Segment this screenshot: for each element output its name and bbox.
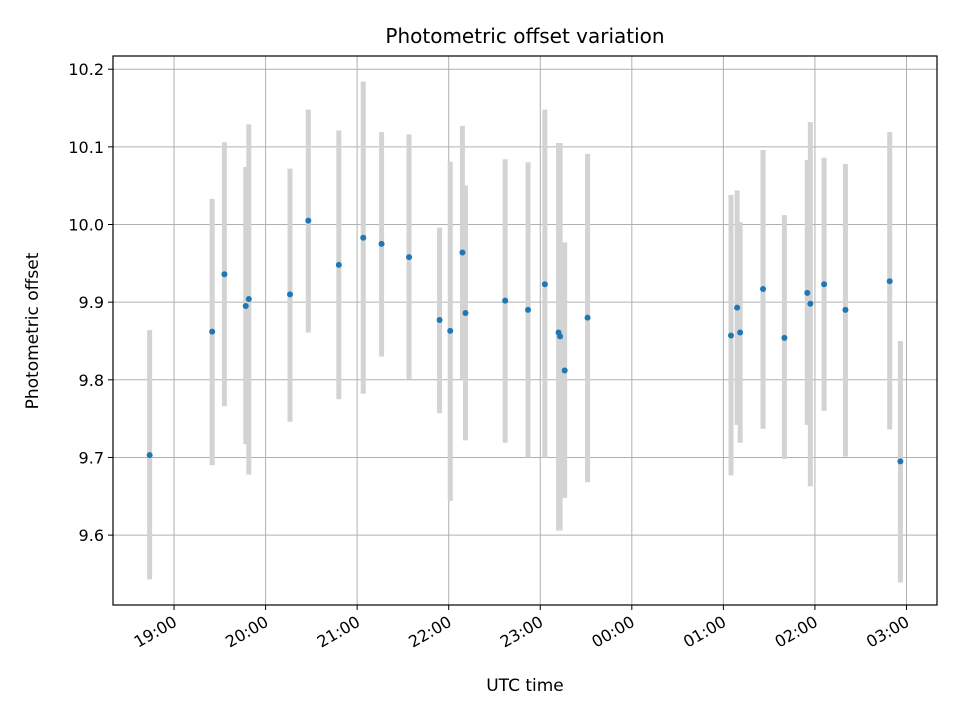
data-point [502, 297, 509, 304]
y-tick-label: 10.0 [68, 216, 104, 235]
data-point [737, 329, 744, 336]
x-axis-label: UTC time [486, 676, 564, 696]
y-axis-ticks: 9.6 9.7 9.8 9.9 10.0 10.1 10.2 [68, 60, 113, 545]
data-point [842, 306, 849, 313]
y-tick-label: 9.8 [79, 371, 104, 390]
data-point [557, 333, 564, 340]
data-point [760, 285, 767, 292]
y-tick-label: 10.1 [68, 138, 104, 157]
data-point [886, 278, 893, 285]
data-point [781, 334, 788, 341]
data-point [462, 310, 469, 317]
data-point [734, 304, 741, 311]
data-point [305, 217, 312, 224]
y-tick-label: 9.9 [79, 293, 104, 312]
data-point [584, 314, 591, 321]
data-point [525, 306, 532, 313]
data-point [406, 254, 413, 261]
data-point [335, 261, 342, 268]
data-point [897, 458, 904, 465]
data-point [242, 303, 249, 310]
data-point [287, 291, 294, 298]
y-tick-label: 9.6 [79, 526, 104, 545]
data-point [146, 452, 153, 459]
data-point [447, 327, 454, 334]
data-point [561, 367, 568, 374]
chart-title: Photometric offset variation [385, 24, 664, 48]
data-point [728, 332, 734, 339]
data-point [221, 271, 228, 278]
data-point [804, 289, 811, 296]
y-tick-label: 9.7 [79, 448, 104, 467]
data-point [459, 249, 466, 256]
data-points [146, 217, 904, 465]
data-point [209, 328, 216, 335]
data-point [821, 281, 828, 288]
data-point [807, 300, 814, 307]
data-point [378, 240, 385, 247]
data-point [436, 317, 443, 324]
data-point [541, 281, 548, 288]
y-tick-label: 10.2 [68, 60, 104, 79]
y-axis-label: Photometric offset [23, 252, 43, 409]
plot-frame [112, 55, 938, 606]
data-point [245, 296, 252, 303]
data-point [360, 234, 367, 241]
